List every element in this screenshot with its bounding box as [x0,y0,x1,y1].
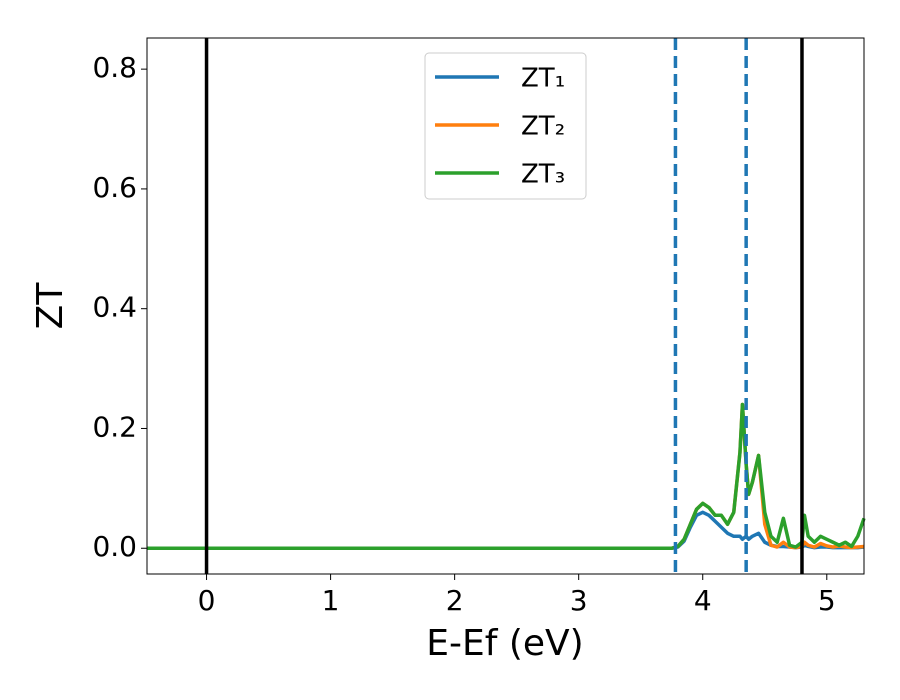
plot-frame [146,37,865,575]
y-axis-label: ZT [30,282,71,330]
x-tick-label: 2 [446,584,464,617]
series-line [147,402,865,550]
y-tick-label: 0.0 [92,530,137,563]
x-tick-label: 4 [694,584,712,617]
x-tick-label: 1 [322,584,340,617]
legend-box [424,52,587,200]
legend-label: ZT₁ [521,64,565,94]
x-tick-label: 5 [818,584,836,617]
x-tick-label: 0 [198,584,216,617]
x-tick-label: 3 [570,584,588,617]
y-tick-label: 0.6 [92,171,137,204]
series-line [147,510,865,550]
y-tick-label: 0.4 [92,291,137,324]
series-line [147,402,866,550]
legend-label: ZT₂ [521,112,565,142]
y-tick-label: 0.8 [92,51,137,84]
y-tick-label: 0.2 [92,410,137,443]
x-axis-label: E-Ef (eV) [426,623,583,664]
legend-label: ZT₃ [521,160,565,190]
